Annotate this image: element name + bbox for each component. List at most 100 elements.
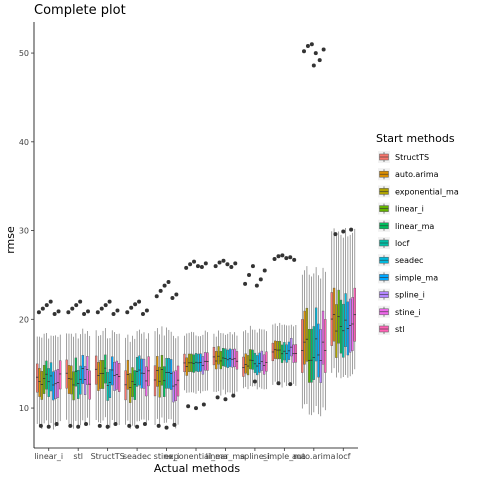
- legend-title: Start methods: [376, 132, 455, 145]
- outlier-point: [186, 404, 191, 409]
- outlier-point: [105, 424, 110, 429]
- outlier-point: [341, 229, 346, 234]
- box: [219, 350, 223, 370]
- outlier-point: [217, 260, 222, 265]
- outlier-point: [203, 261, 208, 266]
- box: [135, 356, 139, 387]
- outlier-point: [317, 58, 322, 63]
- box: [158, 366, 161, 398]
- legend-entry-label: exponential_ma: [395, 187, 459, 196]
- outlier-point: [188, 262, 193, 267]
- outlier-point: [70, 306, 75, 311]
- outlier-point: [154, 294, 159, 299]
- box: [145, 366, 148, 397]
- outlier-point: [288, 255, 293, 260]
- box: [111, 356, 114, 386]
- x-axis-label: Actual methods: [154, 462, 240, 475]
- outlier-point: [164, 425, 169, 430]
- outlier-point: [223, 397, 228, 402]
- box: [314, 307, 318, 362]
- box: [40, 370, 43, 400]
- outlier-point: [142, 422, 147, 427]
- box: [74, 357, 78, 387]
- y-tick-label: 50: [19, 49, 29, 58]
- outlier-point: [48, 299, 53, 304]
- x-tick-label: stl: [73, 452, 83, 461]
- box: [258, 352, 261, 373]
- outlier-point: [135, 424, 140, 429]
- outlier-point: [144, 308, 149, 313]
- outlier-point: [97, 423, 102, 428]
- box: [251, 349, 254, 370]
- box: [256, 355, 259, 376]
- outlier-point: [111, 311, 116, 316]
- outlier-point: [56, 309, 61, 314]
- x-tick-label: exponential_ma: [164, 452, 228, 461]
- outlier-point: [162, 283, 167, 288]
- box: [308, 329, 311, 383]
- outlier-point: [86, 309, 90, 314]
- box: [81, 355, 84, 384]
- outlier-point: [129, 305, 134, 310]
- box: [224, 348, 227, 367]
- box: [174, 370, 177, 402]
- outlier-point: [333, 232, 338, 237]
- outlier-point: [195, 264, 200, 269]
- outlier-point: [225, 262, 230, 267]
- outlier-point: [103, 303, 108, 308]
- x-tick-label: auto.arima: [292, 452, 336, 461]
- legend-entry-label: linear_ma: [395, 222, 434, 231]
- x-tick-label: seadec: [123, 452, 151, 461]
- outlier-point: [305, 43, 310, 48]
- legend-entry-label: simple_ma: [395, 273, 438, 282]
- outlier-point: [99, 306, 104, 311]
- box: [249, 349, 252, 370]
- outlier-point: [172, 422, 177, 427]
- box: [262, 354, 266, 375]
- outlier-point: [254, 283, 259, 288]
- box: [317, 323, 320, 378]
- outlier-point: [174, 292, 179, 297]
- outlier-point: [113, 422, 118, 427]
- outlier-point: [38, 423, 43, 428]
- outlier-point: [321, 47, 326, 52]
- x-tick-label: StructTS: [91, 452, 125, 461]
- box: [86, 356, 89, 385]
- y-tick-label: 30: [19, 227, 29, 236]
- box: [113, 362, 116, 391]
- box: [94, 355, 98, 385]
- chart-title: Complete plot: [34, 3, 126, 18]
- outlier-point: [46, 424, 51, 429]
- outlier-point: [74, 303, 79, 308]
- outlier-point: [125, 310, 130, 315]
- outlier-point: [76, 424, 81, 429]
- outlier-point: [140, 311, 145, 316]
- outlier-point: [95, 310, 100, 315]
- outlier-point: [78, 299, 83, 304]
- box: [231, 349, 234, 368]
- box: [106, 371, 109, 401]
- box: [108, 369, 112, 398]
- box: [212, 346, 216, 366]
- box: [97, 362, 100, 391]
- legend-entry-label: auto.arima: [395, 170, 439, 179]
- legend-entry-label: stl: [395, 325, 405, 334]
- box: [36, 363, 39, 393]
- outlier-point: [292, 257, 297, 262]
- outlier-point: [36, 310, 41, 315]
- box: [126, 359, 130, 390]
- outlier-point: [170, 296, 175, 301]
- x-tick-label: simple_ma: [263, 452, 306, 461]
- box: [67, 365, 71, 394]
- outlier-point: [284, 256, 289, 261]
- outlier-point: [276, 254, 281, 259]
- outlier-point: [258, 277, 263, 282]
- outlier-point: [199, 264, 204, 269]
- box: [303, 310, 306, 365]
- outlier-point: [68, 423, 73, 428]
- box: [169, 359, 173, 390]
- outlier-point: [213, 264, 218, 269]
- outlier-point: [156, 423, 161, 428]
